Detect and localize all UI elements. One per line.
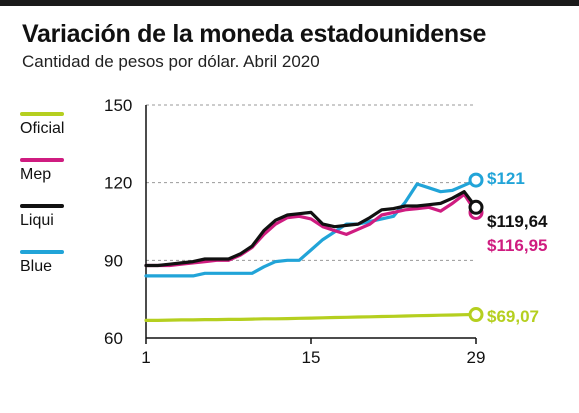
series-line-blue — [144, 178, 478, 278]
x-tick-15: 15 — [302, 348, 321, 367]
legend-swatch-liqui — [20, 204, 64, 208]
series-line-oficial — [144, 312, 478, 322]
top-rule — [0, 0, 579, 6]
y-tick-120: 120 — [104, 174, 132, 193]
legend-label-blue: Blue — [20, 258, 53, 275]
end-marker-oficial — [468, 307, 484, 323]
series-line-mep — [144, 192, 478, 268]
legend-label-liqui: Liqui — [20, 212, 54, 229]
legend-swatch-oficial — [20, 112, 64, 116]
series-line-liqui — [144, 190, 478, 268]
x-tick-1: 1 — [141, 348, 150, 367]
legend-item-blue: Blue — [20, 250, 64, 276]
end-label-blue: $121 — [487, 169, 525, 188]
chart-title: Variación de la moneda estadounidense — [22, 20, 487, 48]
legend-label-oficial: Oficial — [20, 120, 65, 137]
legend-swatch-mep — [20, 158, 64, 162]
end-label-mep: $116,95 — [487, 236, 548, 255]
legend-swatch-blue — [20, 250, 64, 254]
y-tick-90: 90 — [104, 251, 123, 270]
end-label-oficial: $69,07 — [487, 307, 539, 326]
end-marker-blue — [468, 172, 484, 188]
chart-subtitle: Cantidad de pesos por dólar. Abril 2020 — [22, 52, 320, 71]
legend-item-oficial: Oficial — [20, 112, 64, 138]
legend-item-liqui: Liqui — [20, 204, 64, 230]
legend-item-mep: Mep — [20, 158, 64, 184]
y-tick-60: 60 — [104, 329, 123, 348]
legend-label-mep: Mep — [20, 166, 52, 183]
end-label-liqui: $119,64 — [487, 212, 548, 231]
x-tick-29: 29 — [467, 348, 486, 367]
end-marker-liqui — [468, 199, 484, 215]
y-tick-150: 150 — [104, 96, 132, 115]
